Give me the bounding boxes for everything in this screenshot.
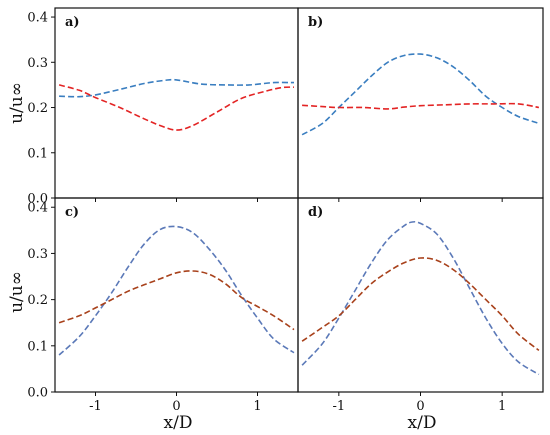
series-line-2 xyxy=(301,257,540,352)
panel-label: b) xyxy=(308,15,323,30)
panels: 0.0 0.1 0.2 0.3 0.4 a) b) -1 0 1 0.0 0.1 0.2 0.3 0.4 c)… xyxy=(27,7,544,414)
y-tick-label: 0.0 xyxy=(27,386,48,401)
panel-label: a) xyxy=(65,15,80,30)
x-axis-label-right: x/D xyxy=(408,413,437,433)
y-axis-label-top: u/u∞ xyxy=(7,82,27,124)
y-tick-label: 0.0 xyxy=(27,192,48,207)
y-axis-label-bottom: u/u∞ xyxy=(7,271,27,313)
panel-2: b) xyxy=(297,7,544,202)
panel-1: 0.0 0.1 0.2 0.3 0.4 a) xyxy=(27,7,299,207)
y-tick-label: 0.3 xyxy=(27,56,48,71)
y-tick-label: 0.3 xyxy=(27,247,48,262)
panel-3: -1 0 1 0.0 0.1 0.2 0.3 0.4 c) xyxy=(27,197,299,414)
axes-frame xyxy=(54,7,299,199)
axes-frame xyxy=(54,197,299,393)
y-tick-label: 0.2 xyxy=(27,101,48,116)
y-tick-label: 0.4 xyxy=(27,11,48,26)
series-line-1 xyxy=(301,220,540,376)
x-tick-label: 1 xyxy=(498,399,506,414)
series-line-1 xyxy=(59,78,295,98)
series-line-2 xyxy=(302,102,540,110)
panel-label: c) xyxy=(65,205,79,220)
series-line-1 xyxy=(301,53,540,136)
series-line-2 xyxy=(58,84,295,131)
axes-frame xyxy=(297,197,544,393)
y-tick-label: 0.2 xyxy=(27,293,48,308)
x-tick-label: 1 xyxy=(253,399,261,414)
panel-label: d) xyxy=(308,205,323,220)
x-axis-label-left: x/D xyxy=(164,413,193,433)
series-line-1 xyxy=(58,225,295,356)
series-line-2 xyxy=(58,270,295,331)
y-tick-label: 0.4 xyxy=(27,201,48,216)
x-tick-label: 0 xyxy=(172,399,180,414)
axes-frame xyxy=(297,7,544,199)
x-tick-label: 0 xyxy=(416,399,424,414)
x-tick-label: -1 xyxy=(332,399,345,414)
x-tick-label: -1 xyxy=(89,399,102,414)
panel-4: -1 0 1 d) xyxy=(297,197,544,414)
y-tick-label: 0.1 xyxy=(27,146,48,161)
y-tick-label: 0.1 xyxy=(27,339,48,354)
